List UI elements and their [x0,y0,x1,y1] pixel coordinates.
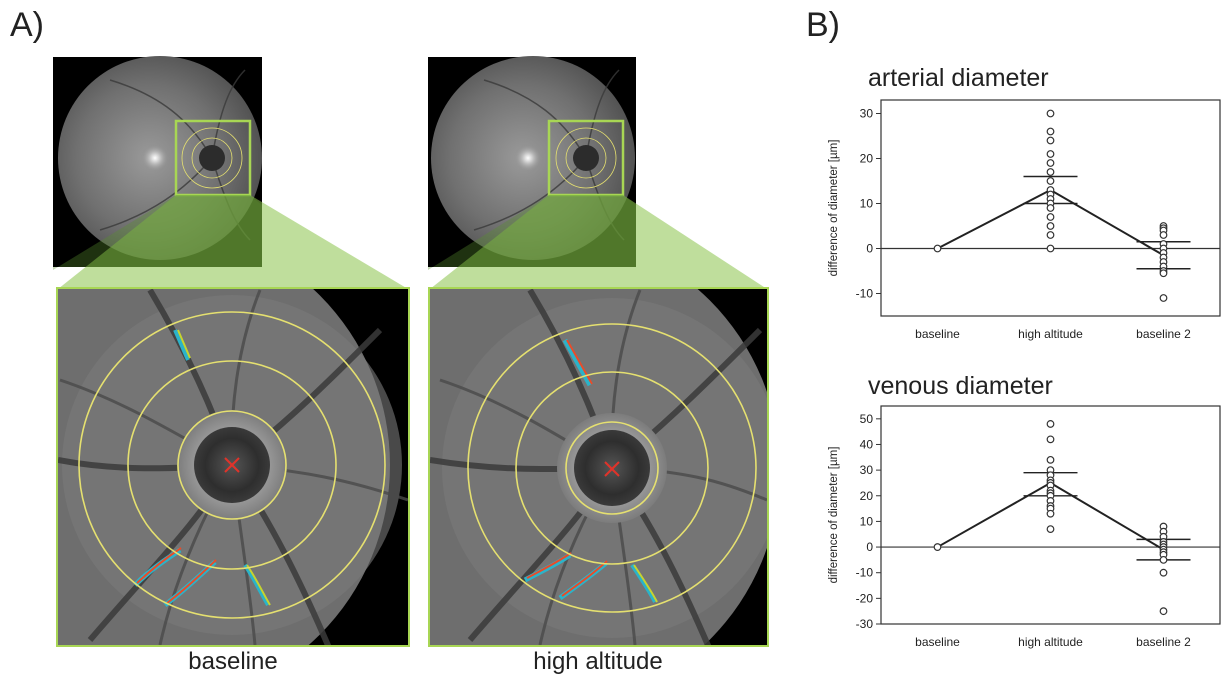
data-point [1046,213,1055,221]
data-point [933,244,942,253]
x-tick-label: baseline [915,635,960,649]
data-point [1046,509,1055,518]
venous-chart: -30 -20 -10 0 10 20 30 40 50 baseline high altitud… [828,405,1221,649]
data-point [1046,127,1055,136]
data-point [1046,109,1055,118]
data-point [1046,222,1055,230]
chart-title-arterial: arterial diameter [868,64,1049,92]
y-tick-label: 30 [860,107,874,121]
x-tick-label: baseline [915,327,960,341]
y-tick-label: -20 [856,591,874,605]
y-tick-label: -10 [856,566,874,580]
data-point [1046,204,1055,212]
data-point [1159,607,1168,616]
y-tick-label: 20 [860,152,874,166]
y-tick-label: 50 [860,412,874,426]
x-tick-label: high altitude [1018,327,1083,341]
y-tick-label: 10 [860,514,874,528]
y-tick-label: -10 [856,287,874,301]
zoom-wedge-left [58,195,408,289]
high-altitude-zoom-image [428,287,769,647]
plot-frame [880,99,1221,317]
data-point [1046,168,1055,176]
data-point [1046,435,1055,444]
data-point [1159,568,1168,577]
disc-center-marker [224,457,240,473]
data-point [1046,244,1055,253]
panel-a-label: A) [10,6,44,44]
data-point [1046,525,1055,534]
data-point [1159,555,1168,564]
fundus-figure [53,56,769,647]
data-point [933,543,942,551]
data-point [1046,136,1055,145]
data-point [1046,455,1055,464]
data-point [1159,269,1168,278]
chart-title-venous: venous diameter [868,372,1053,400]
arterial-chart: -10 0 10 20 30 baseline high altitude baseline … [828,99,1221,341]
y-tick-label: 30 [860,463,874,477]
baseline-zoom-image [56,287,410,647]
data-point [1046,420,1055,428]
caption-baseline: baseline [188,648,278,675]
y-tick-label: -30 [856,617,874,631]
y-tick-label: 40 [860,437,874,451]
zoom-wedge-right [430,195,767,289]
panel-b-label: B) [806,6,840,44]
data-point [1159,231,1168,239]
data-point [1046,159,1055,167]
y-tick-label: 20 [860,489,874,503]
y-axis-label: difference of diameter [µm] [828,140,840,277]
data-point [1159,294,1168,302]
x-tick-label: baseline 2 [1136,635,1191,649]
baseline-thumbnail [53,56,262,267]
y-tick-label: 0 [866,242,873,256]
y-axis-label: difference of diameter [µm] [828,447,840,584]
x-tick-label: high altitude [1018,635,1083,649]
plot-frame [880,405,1221,625]
data-point [1046,150,1055,158]
caption-high-altitude: high altitude [533,648,663,675]
y-tick-label: 0 [866,540,873,554]
x-tick-label: baseline 2 [1136,327,1191,341]
y-tick-label: 10 [860,197,874,211]
data-point [1046,231,1055,239]
data-point [1046,177,1055,185]
